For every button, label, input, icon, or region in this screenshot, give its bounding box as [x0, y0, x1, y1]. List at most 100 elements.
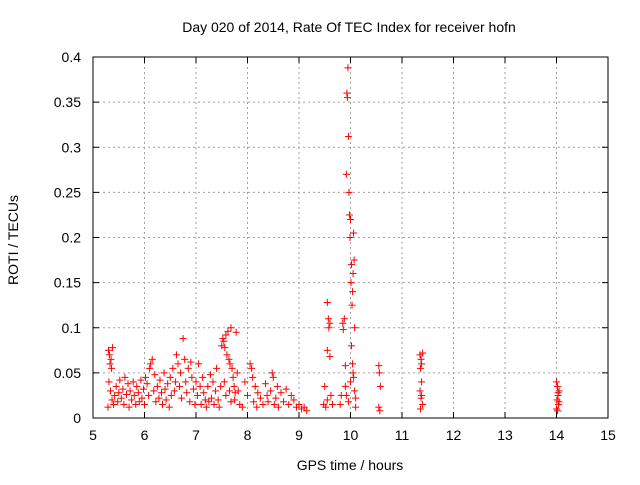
- data-point: [226, 360, 234, 368]
- data-point: [352, 394, 360, 402]
- data-point: [345, 188, 353, 196]
- data-point: [324, 315, 332, 323]
- data-point: [135, 398, 143, 406]
- data-point: [325, 324, 333, 332]
- data-point: [130, 391, 138, 399]
- data-point: [119, 385, 127, 393]
- data-point: [182, 378, 190, 386]
- data-point: [327, 391, 335, 399]
- data-point: [209, 378, 217, 386]
- data-point: [267, 387, 275, 395]
- y-tick-label: 0.25: [54, 184, 81, 200]
- data-point: [111, 391, 119, 399]
- data-point: [134, 389, 142, 397]
- data-point: [342, 170, 350, 178]
- data-point: [348, 301, 356, 309]
- x-tick-label: 9: [295, 427, 303, 443]
- data-point: [232, 328, 240, 336]
- data-point: [110, 400, 118, 408]
- data-point: [174, 360, 182, 368]
- data-point: [251, 382, 259, 390]
- data-point: [120, 400, 128, 408]
- data-point: [207, 394, 215, 402]
- data-point: [241, 378, 249, 386]
- data-point: [342, 391, 350, 399]
- data-point: [253, 403, 261, 411]
- data-point: [222, 331, 230, 339]
- data-point: [349, 288, 357, 296]
- data-point: [129, 378, 137, 386]
- data-point: [155, 394, 163, 402]
- data-point: [176, 382, 184, 390]
- data-point: [197, 400, 205, 408]
- data-point: [148, 355, 156, 363]
- data-point: [323, 298, 331, 306]
- y-tick-label: 0.15: [54, 275, 81, 291]
- data-point: [339, 319, 347, 327]
- data-point: [147, 360, 155, 368]
- data-point: [347, 279, 355, 287]
- data-point: [227, 324, 235, 332]
- x-tick-label: 10: [343, 427, 359, 443]
- data-point: [116, 376, 124, 384]
- y-axis-label: ROTI / TECUs: [5, 195, 21, 285]
- x-tick-label: 13: [497, 427, 513, 443]
- data-point: [250, 398, 258, 406]
- data-point: [274, 403, 282, 411]
- data-points: [104, 64, 563, 415]
- data-point: [277, 389, 285, 397]
- data-point: [418, 391, 426, 399]
- data-point: [375, 403, 383, 411]
- data-point: [553, 378, 560, 386]
- data-point: [234, 387, 242, 395]
- data-point: [231, 396, 239, 404]
- data-point: [213, 364, 221, 372]
- data-point: [222, 391, 230, 399]
- x-axis-label: GPS time / hours: [297, 457, 404, 473]
- data-point: [238, 403, 246, 411]
- data-point: [162, 396, 170, 404]
- data-point: [268, 369, 276, 377]
- data-point: [152, 398, 160, 406]
- y-tick-label: 0.1: [62, 320, 82, 336]
- data-point: [124, 380, 132, 388]
- data-point: [164, 380, 172, 388]
- data-point: [229, 373, 237, 381]
- data-point: [138, 394, 146, 402]
- data-point: [117, 394, 125, 402]
- data-point: [107, 387, 115, 395]
- data-point: [104, 346, 112, 354]
- data-point: [159, 400, 167, 408]
- data-point: [161, 385, 169, 393]
- data-point: [270, 400, 278, 408]
- data-point: [349, 360, 357, 368]
- data-point: [417, 405, 425, 413]
- data-point: [143, 380, 151, 388]
- data-point: [336, 400, 344, 408]
- data-point: [166, 373, 174, 381]
- data-point: [555, 398, 563, 406]
- data-point: [264, 398, 272, 406]
- data-point: [322, 403, 330, 411]
- data-point: [326, 353, 334, 361]
- data-point: [345, 211, 353, 219]
- data-point: [280, 398, 288, 406]
- data-point: [290, 396, 298, 404]
- data-point: [259, 400, 267, 408]
- data-point: [178, 394, 186, 402]
- data-point: [223, 351, 231, 359]
- data-point: [218, 342, 226, 350]
- data-point: [177, 369, 185, 377]
- data-point: [133, 382, 141, 390]
- data-point: [104, 403, 112, 411]
- data-point: [121, 373, 129, 381]
- x-tick-label: 6: [141, 427, 149, 443]
- data-point: [244, 391, 251, 399]
- data-point: [348, 342, 356, 350]
- data-point: [105, 378, 113, 386]
- data-point: [146, 364, 154, 372]
- data-point: [419, 349, 427, 357]
- data-point: [323, 396, 331, 404]
